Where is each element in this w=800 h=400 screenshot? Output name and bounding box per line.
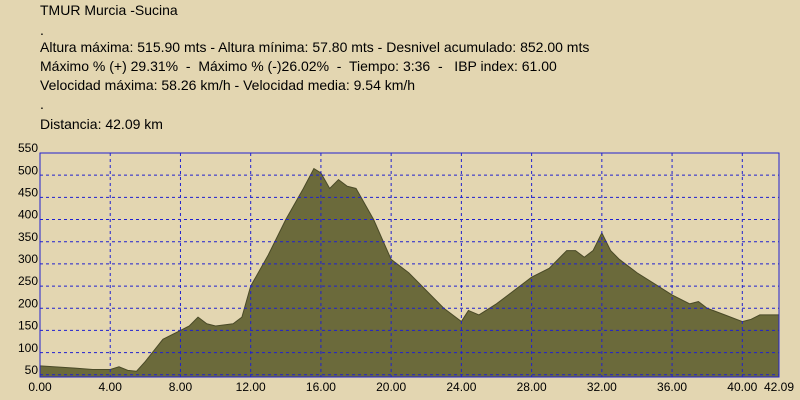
x-tick-label: 20.00 bbox=[376, 380, 406, 394]
x-tick-label: 28.00 bbox=[517, 380, 547, 394]
x-tick-label: 16.00 bbox=[306, 380, 336, 394]
x-tick-label: 42.09 bbox=[764, 380, 794, 394]
y-tick-label: 150 bbox=[18, 319, 38, 333]
stats-line: Altura máxima: 515.90 mts - Altura mínim… bbox=[40, 39, 590, 55]
x-tick-label: 36.00 bbox=[657, 380, 687, 394]
y-tick-label: 400 bbox=[18, 208, 38, 222]
x-tick-label: 12.00 bbox=[236, 380, 266, 394]
separator: . bbox=[40, 96, 44, 112]
elevation-area bbox=[39, 167, 780, 378]
x-tick-label: 4.00 bbox=[99, 380, 123, 394]
y-tick-label: 500 bbox=[18, 163, 38, 177]
y-tick-label: 200 bbox=[18, 296, 38, 310]
separator: . bbox=[40, 22, 44, 38]
y-tick-label: 450 bbox=[18, 186, 38, 200]
distance: Distancia: 42.09 km bbox=[40, 116, 163, 132]
y-tick-label: 50 bbox=[25, 363, 39, 377]
plot-border bbox=[39, 152, 780, 378]
y-tick-label: 250 bbox=[18, 274, 38, 288]
stats-line: Máximo % (+) 29.31% - Máximo % (-)26.02%… bbox=[40, 58, 557, 74]
y-tick-label: 550 bbox=[18, 141, 38, 155]
stats-line: Velocidad máxima: 58.26 km/h - Velocidad… bbox=[40, 77, 416, 93]
x-tick-label: 8.00 bbox=[169, 380, 193, 394]
y-tick-label: 300 bbox=[18, 252, 38, 266]
x-tick-label: 32.00 bbox=[587, 380, 617, 394]
y-tick-label: 350 bbox=[18, 230, 38, 244]
x-tick-label: 0.00 bbox=[28, 380, 52, 394]
title: TMUR Murcia -Sucina bbox=[40, 2, 178, 18]
x-tick-label: 40.00 bbox=[727, 380, 757, 394]
x-tick-label: 24.00 bbox=[446, 380, 476, 394]
y-tick-label: 100 bbox=[18, 341, 38, 355]
